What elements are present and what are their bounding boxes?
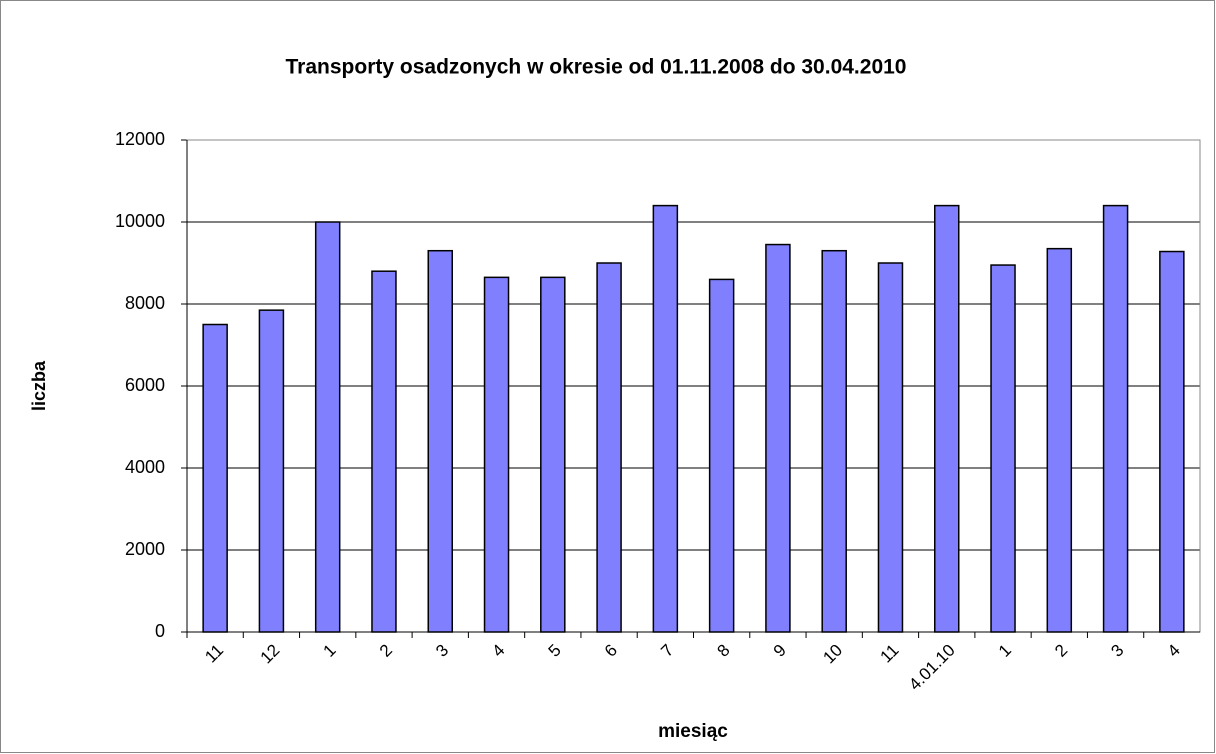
bar	[371, 270, 397, 633]
y-tick-label: 10000	[115, 211, 165, 231]
bar	[708, 278, 735, 633]
bar	[540, 276, 566, 633]
x-axis-label: miesiąc	[658, 721, 728, 742]
bar	[765, 243, 791, 633]
y-tick-label: 12000	[115, 129, 165, 149]
y-tick-label: 4000	[125, 457, 165, 477]
y-tick-label: 8000	[125, 293, 165, 313]
bar	[1102, 204, 1129, 633]
bar	[258, 309, 285, 633]
bar	[990, 264, 1016, 633]
bar	[483, 276, 510, 633]
bar	[202, 323, 228, 633]
bar	[934, 204, 960, 633]
bar	[427, 249, 453, 633]
bar	[314, 221, 341, 633]
y-tick-label: 6000	[125, 375, 165, 395]
bar	[1046, 247, 1073, 633]
bar	[821, 249, 847, 633]
bar	[596, 262, 622, 633]
y-axis-label: liczba	[29, 360, 49, 411]
bar	[877, 262, 904, 633]
chart-title: Transporty osadzonych w okresie od 01.11…	[286, 56, 907, 79]
bar	[1159, 250, 1185, 633]
bar	[652, 204, 679, 633]
y-tick-label: 0	[155, 621, 165, 641]
y-tick-label: 2000	[125, 539, 165, 559]
